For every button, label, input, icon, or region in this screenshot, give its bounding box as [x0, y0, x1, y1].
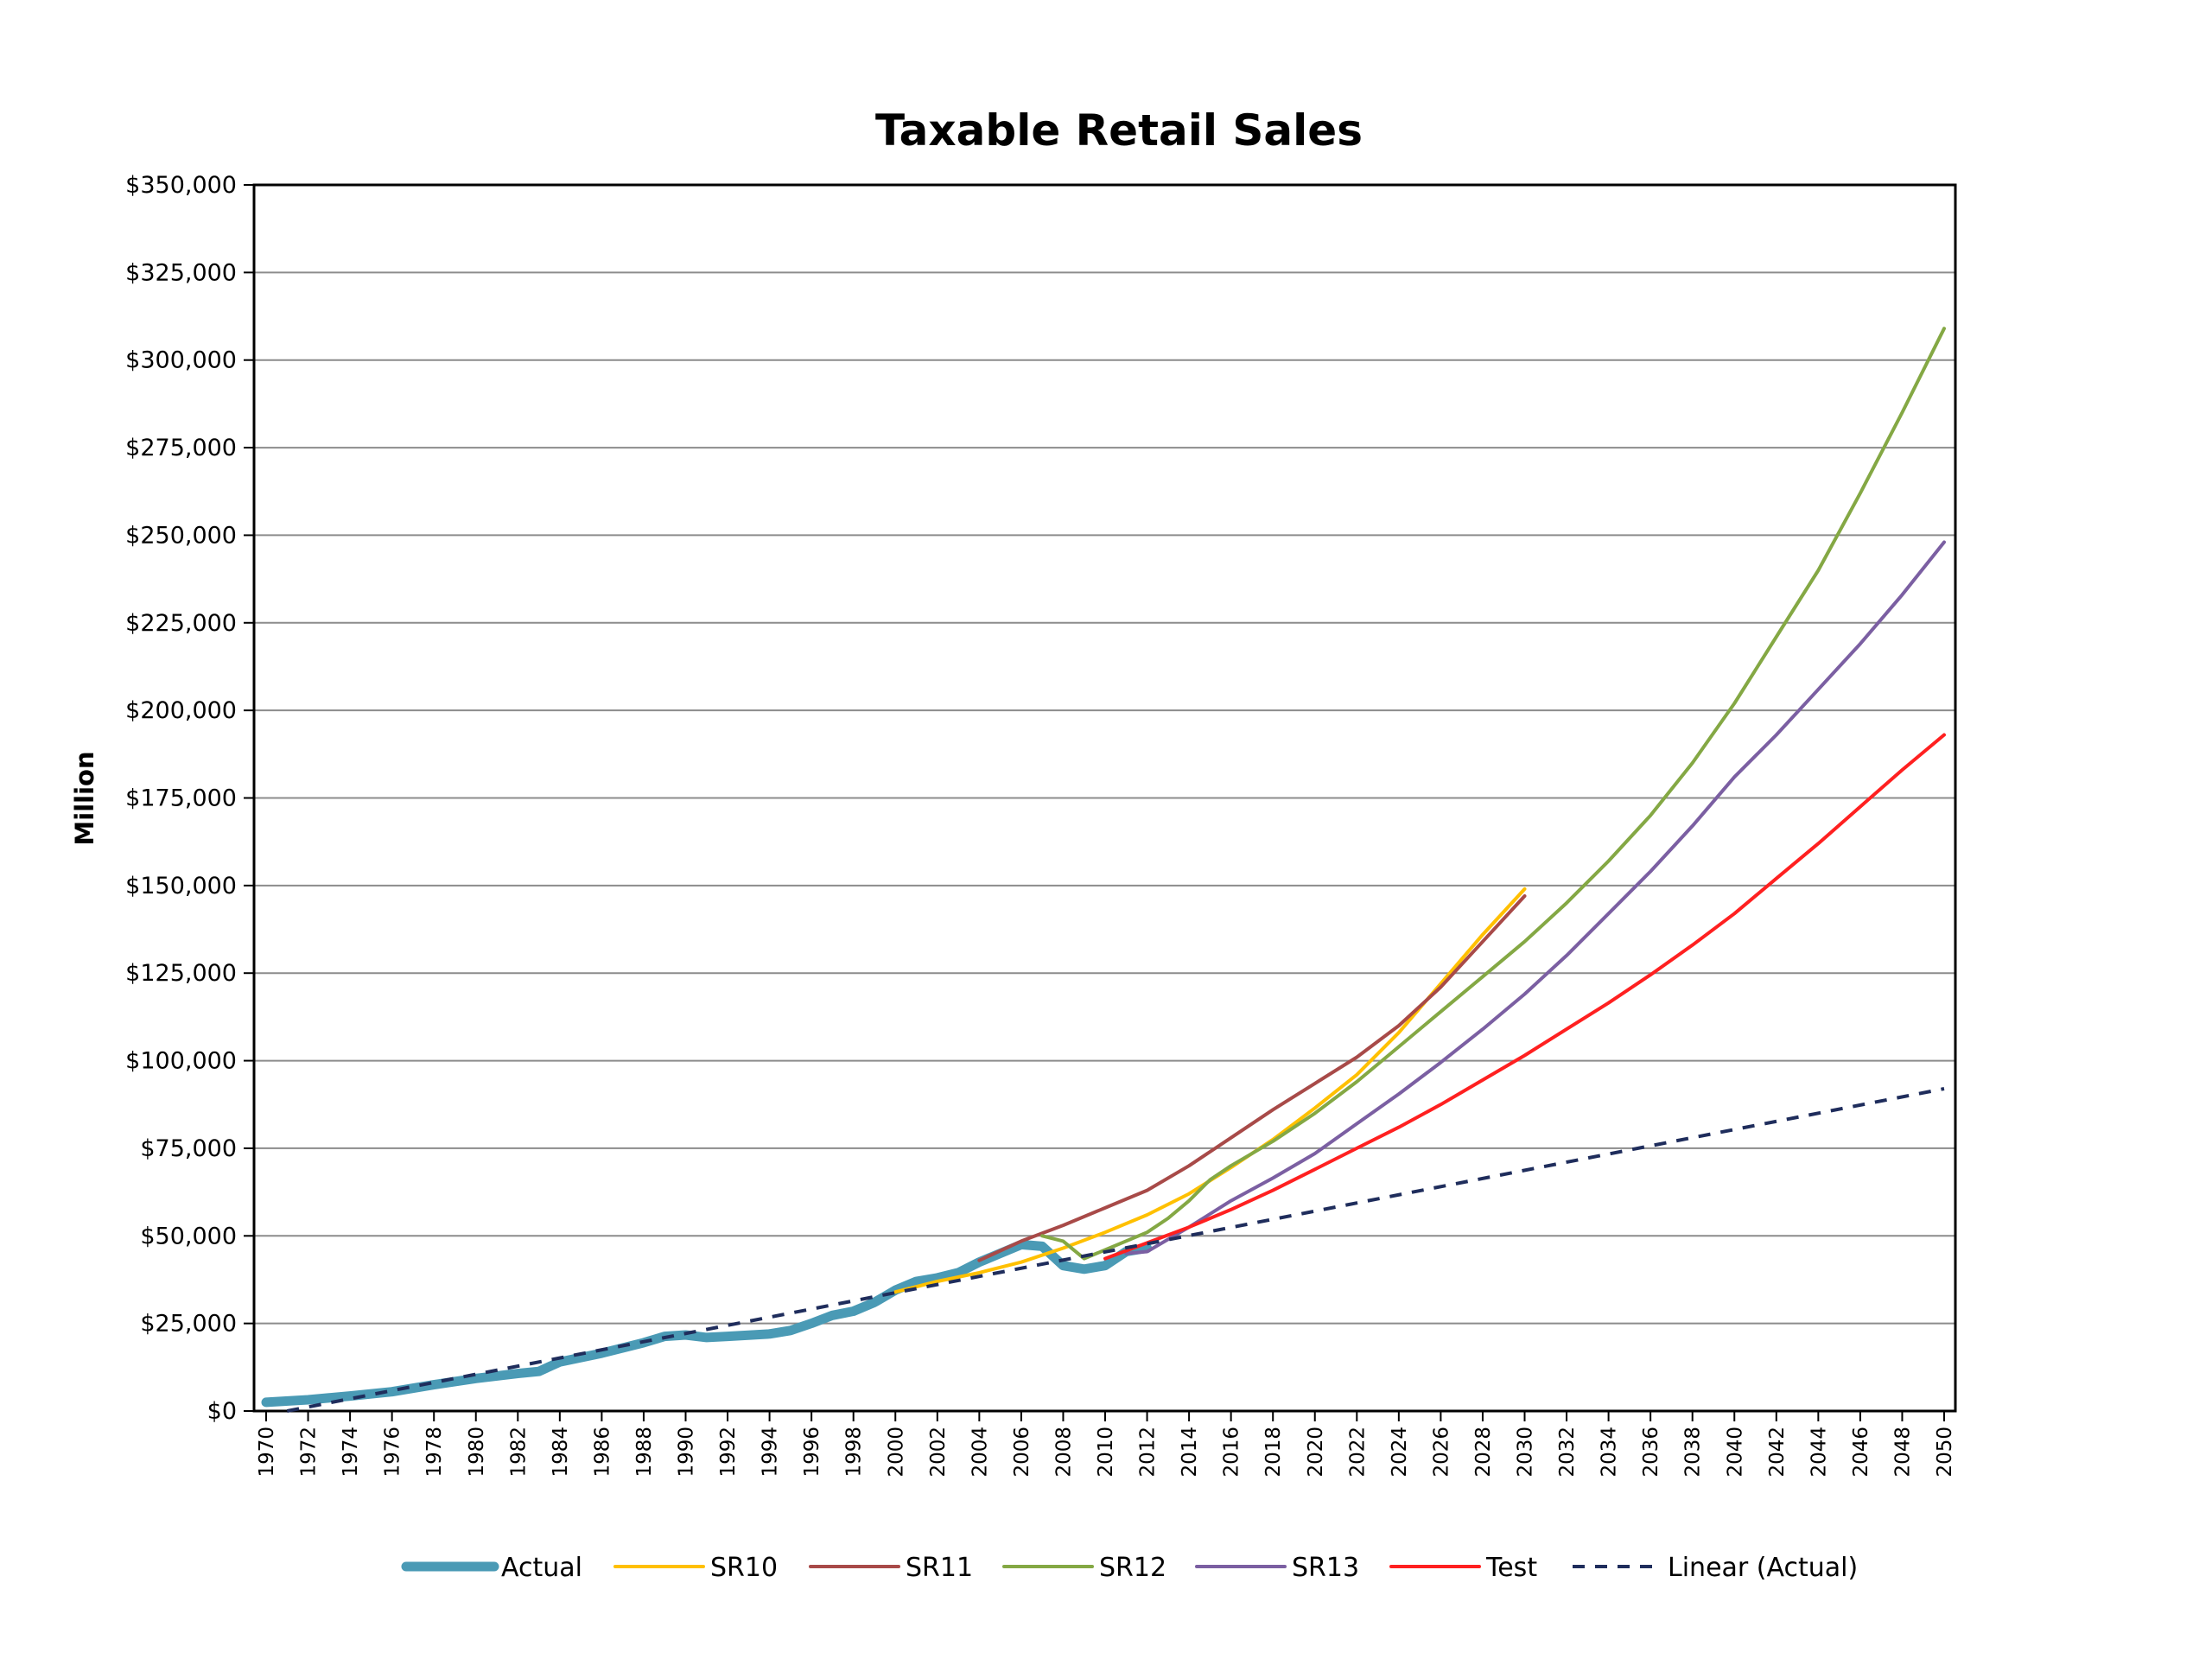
x-tick-label: 2050: [1934, 1427, 1956, 1478]
y-tick-label: $300,000: [125, 347, 237, 374]
legend: Actual SR10 SR11 SR12 SR13 Test Linear (Actual…: [401, 1553, 1858, 1583]
y-tick-label: $325,000: [125, 259, 237, 286]
y-tick-label: $175,000: [125, 785, 237, 812]
y-tick-label: $275,000: [125, 435, 237, 461]
x-tick-label: 2028: [1472, 1427, 1495, 1478]
x-tick-label: 1976: [382, 1427, 404, 1478]
legend-label-sr11: SR11: [906, 1553, 973, 1583]
series-line-sr13: [1124, 540, 1946, 1255]
y-tick-label: $250,000: [125, 522, 237, 549]
x-tick-label: 2014: [1179, 1427, 1201, 1478]
y-tick-label: $125,000: [125, 960, 237, 987]
x-tick-label: 2008: [1052, 1427, 1075, 1478]
chart-title: Taxable Retail Sales: [875, 105, 1363, 156]
legend-label-sr10: SR10: [710, 1553, 778, 1583]
x-tick-label: 1988: [633, 1427, 656, 1478]
x-tick-label: 2034: [1599, 1427, 1621, 1478]
series-line-sr12: [1040, 327, 1946, 1261]
x-axis-ticks: 1970 1972 1974 1976 1978 1980 1982 1984 1986 1988…: [256, 1411, 1956, 1478]
x-tick-label: 2026: [1430, 1427, 1452, 1478]
legend-label-test: Test: [1485, 1553, 1537, 1583]
legend-label-sr13: SR13: [1292, 1553, 1359, 1583]
x-tick-label: 1970: [256, 1427, 278, 1478]
series-line-linear-actual: [286, 1087, 1945, 1413]
x-tick-label: 1994: [760, 1427, 782, 1478]
series-line-sr10: [893, 887, 1527, 1294]
x-tick-label: 2042: [1766, 1427, 1789, 1478]
x-tick-label: 2038: [1682, 1427, 1705, 1478]
x-tick-label: 1998: [843, 1427, 866, 1478]
y-tick-label: $0: [207, 1398, 237, 1425]
x-tick-label: 1974: [340, 1427, 362, 1478]
x-tick-label: 1996: [801, 1427, 823, 1478]
y-tick-label: $50,000: [140, 1223, 237, 1249]
y-tick-label: $100,000: [125, 1048, 237, 1075]
x-tick-label: 1992: [717, 1427, 740, 1478]
x-tick-label: 2022: [1346, 1427, 1369, 1478]
x-tick-label: 2002: [927, 1427, 950, 1478]
series-line-sr11: [977, 894, 1527, 1262]
x-tick-label: 2036: [1640, 1427, 1662, 1478]
y-tick-label: $200,000: [125, 697, 237, 724]
series-line-test: [1103, 733, 1946, 1261]
x-tick-label: 2020: [1305, 1427, 1327, 1478]
x-tick-label: 1986: [591, 1427, 613, 1478]
x-tick-label: 2046: [1850, 1427, 1872, 1478]
x-tick-label: 2032: [1556, 1427, 1579, 1478]
x-tick-label: 2010: [1095, 1427, 1117, 1478]
series-line-actual: [261, 1239, 1153, 1408]
x-tick-label: 1984: [550, 1427, 572, 1478]
x-tick-label: 2012: [1137, 1427, 1160, 1478]
x-tick-label: 2018: [1262, 1427, 1285, 1478]
series-lines: [261, 327, 1946, 1413]
x-tick-label: 1978: [423, 1427, 446, 1478]
y-tick-label: $75,000: [140, 1135, 237, 1162]
x-tick-label: 2030: [1515, 1427, 1537, 1478]
x-tick-label: 1982: [507, 1427, 530, 1478]
y-tick-label: $25,000: [140, 1311, 237, 1338]
x-tick-label: 2004: [969, 1427, 991, 1478]
y-axis-label: Million: [70, 751, 99, 845]
legend-label-linear-actual: Linear (Actual): [1668, 1553, 1858, 1583]
legend-label-actual: Actual: [501, 1553, 582, 1583]
plot-area-frame: [252, 183, 1957, 1413]
y-tick-label: $225,000: [125, 610, 237, 637]
x-tick-label: 2040: [1724, 1427, 1746, 1478]
legend-label-sr12: SR12: [1099, 1553, 1166, 1583]
x-tick-label: 2048: [1891, 1427, 1914, 1478]
x-tick-label: 1980: [466, 1427, 488, 1478]
x-tick-label: 2016: [1221, 1427, 1243, 1478]
x-tick-label: 2024: [1389, 1427, 1411, 1478]
x-tick-label: 2044: [1808, 1427, 1830, 1478]
x-tick-label: 2000: [885, 1427, 907, 1478]
x-tick-label: 1972: [298, 1427, 321, 1478]
x-tick-label: 2006: [1011, 1427, 1033, 1478]
y-axis-ticks: $0 $25,000 $50,000 $75,000 $100,000 $125,000 $…: [125, 172, 254, 1425]
gridlines: [254, 271, 1955, 1325]
x-tick-label: 1990: [676, 1427, 698, 1478]
y-tick-label: $350,000: [125, 172, 237, 199]
y-tick-label: $150,000: [125, 873, 237, 899]
